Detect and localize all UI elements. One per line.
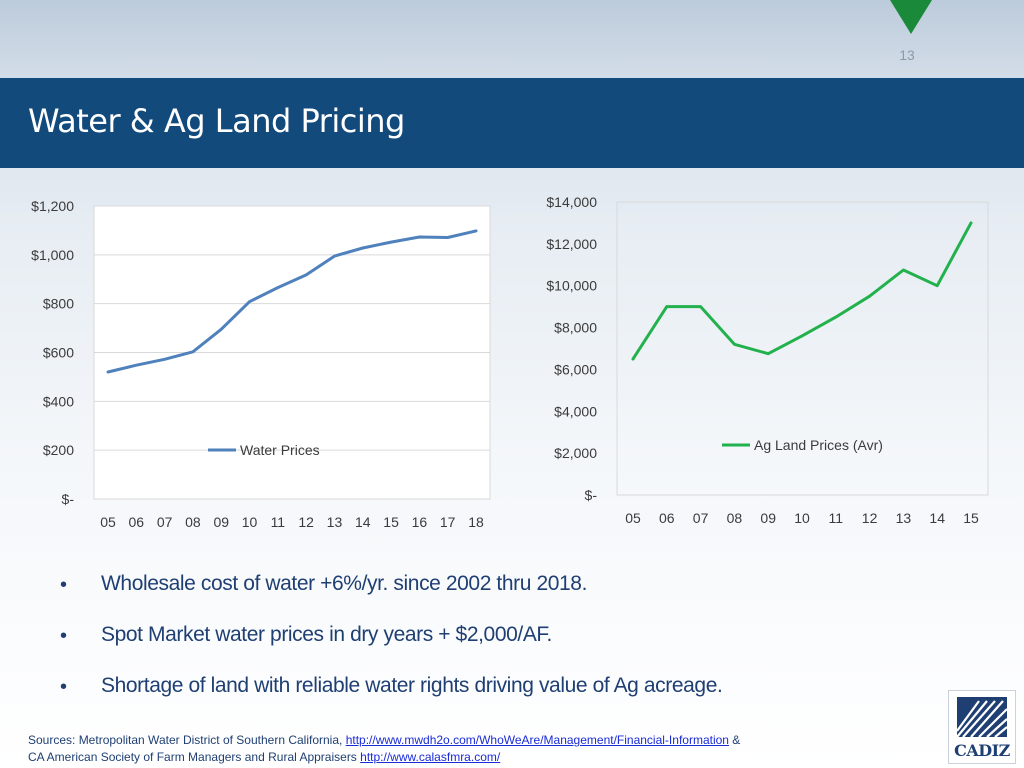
data-point — [868, 294, 871, 298]
y-tick-label: $600 — [43, 345, 74, 361]
x-tick-label: 05 — [625, 510, 641, 526]
x-tick-label: 07 — [157, 514, 173, 530]
y-tick-label: $800 — [43, 296, 74, 312]
bullet-item: • Spot Market water prices in dry years … — [60, 621, 940, 672]
x-tick-label: 05 — [100, 514, 116, 530]
y-tick-label: $- — [585, 487, 598, 503]
sources-ampersand: & — [728, 733, 741, 747]
x-tick-label: 11 — [829, 510, 844, 526]
x-tick-label: 10 — [242, 514, 258, 530]
series-line — [631, 221, 973, 361]
x-tick-label: 08 — [185, 514, 201, 530]
data-point — [304, 273, 308, 277]
x-tick-label: 18 — [468, 514, 484, 530]
y-tick-label: $6,000 — [554, 361, 597, 377]
plot-area — [616, 201, 989, 496]
x-tick-label: 16 — [412, 514, 428, 530]
cadiz-logo-icon — [956, 697, 1008, 738]
x-tick-label: 09 — [213, 514, 229, 530]
slide-number: 13 — [899, 47, 915, 63]
y-tick-label: $2,000 — [554, 445, 597, 461]
cadiz-logo: CADIZ — [948, 690, 1016, 764]
y-tick-label: $10,000 — [546, 278, 597, 294]
y-tick-label: $- — [62, 491, 75, 507]
data-point — [969, 221, 973, 225]
x-tick-label: 06 — [659, 510, 675, 526]
y-tick-label: $1,000 — [31, 247, 74, 263]
legend-label: Water Prices — [240, 442, 320, 458]
y-tick-label: $14,000 — [546, 194, 597, 210]
series-line — [106, 229, 478, 374]
bullet-text: Shortage of land with reliable water rig… — [101, 674, 723, 697]
header-band — [0, 0, 1024, 78]
data-point — [333, 254, 336, 258]
x-tick-label: 15 — [963, 510, 979, 526]
bullet-text: Wholesale cost of water +6%/yr. since 20… — [101, 572, 587, 595]
y-tick-label: $200 — [43, 442, 74, 458]
source-link-calasfmra[interactable]: http://www.calasfmra.com/ — [360, 750, 501, 764]
x-tick-label: 12 — [298, 514, 314, 530]
data-point — [163, 358, 166, 361]
x-tick-label: 12 — [862, 510, 878, 526]
y-tick-label: $1,200 — [31, 198, 74, 214]
source-link-mwd[interactable]: http://www.mwdh2o.com/WhoWeAre/Managemen… — [345, 733, 729, 747]
data-point — [699, 305, 702, 308]
y-tick-label: $12,000 — [546, 236, 597, 252]
data-point — [665, 305, 668, 308]
logo-text: CADIZ — [954, 741, 1010, 760]
data-point — [389, 240, 393, 244]
data-point — [936, 284, 939, 287]
data-point — [191, 350, 195, 353]
bullet-symbol: • — [60, 676, 67, 698]
x-tick-label: 11 — [271, 514, 286, 530]
bullet-list: • Wholesale cost of water +6%/yr. since … — [60, 570, 940, 723]
x-tick-label: 14 — [355, 514, 371, 530]
data-point — [361, 246, 364, 250]
data-point — [220, 328, 223, 331]
sources-line2-text: CA American Society of Farm Managers and… — [28, 750, 361, 764]
x-tick-label: 15 — [383, 514, 399, 530]
x-tick-label: 08 — [727, 510, 743, 526]
data-point — [834, 315, 837, 319]
x-tick-label: 06 — [129, 514, 145, 530]
legend-label: Ag Land Prices (Avr) — [754, 437, 883, 453]
x-tick-label: 14 — [929, 510, 945, 526]
data-point — [418, 235, 421, 239]
data-point — [446, 236, 449, 239]
data-point — [474, 229, 478, 233]
x-tick-label: 10 — [794, 510, 810, 526]
bullet-symbol: • — [60, 574, 67, 596]
y-tick-label: $400 — [43, 393, 74, 409]
x-tick-label: 09 — [760, 510, 776, 526]
x-tick-label: 13 — [896, 510, 912, 526]
data-point — [276, 286, 280, 289]
data-point — [106, 370, 110, 374]
data-point — [248, 300, 251, 303]
triangle-icon — [890, 0, 932, 34]
sources-line1-text: Sources: Metropolitan Water District of … — [28, 733, 346, 747]
data-point — [902, 268, 905, 272]
sources-note: Sources: Metropolitan Water District of … — [28, 732, 928, 766]
data-point — [135, 363, 138, 367]
bullet-text: Spot Market water prices in dry years + … — [101, 623, 552, 646]
bullet-item: • Wholesale cost of water +6%/yr. since … — [60, 570, 940, 621]
data-point — [767, 352, 770, 355]
page-title: Water & Ag Land Pricing — [28, 102, 405, 140]
x-tick-label: 13 — [327, 514, 343, 530]
data-point — [631, 357, 635, 361]
y-tick-label: $4,000 — [554, 403, 597, 419]
data-point — [800, 334, 804, 338]
x-tick-label: 07 — [693, 510, 709, 526]
title-bar: Water & Ag Land Pricing — [0, 78, 1024, 168]
bullet-item: • Shortage of land with reliable water r… — [60, 672, 940, 723]
x-tick-label: 17 — [440, 514, 456, 530]
y-tick-label: $8,000 — [554, 320, 597, 336]
bullet-symbol: • — [60, 625, 67, 647]
data-point — [733, 343, 736, 346]
